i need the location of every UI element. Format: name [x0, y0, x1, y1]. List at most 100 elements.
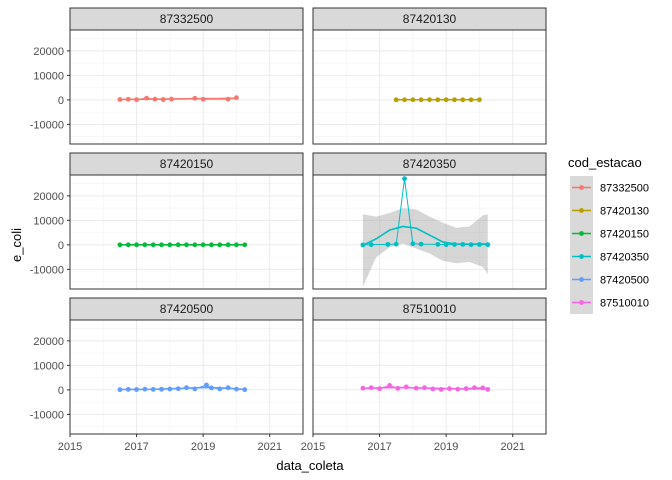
data-point [410, 241, 416, 247]
data-point [413, 385, 419, 391]
data-point [209, 385, 214, 391]
facet-strip-label: 87332500 [160, 12, 214, 26]
data-point [477, 97, 482, 103]
facet-strip-label: 87420150 [160, 157, 214, 171]
data-point [217, 386, 223, 392]
data-point [152, 96, 158, 102]
data-point [452, 97, 457, 103]
legend-label: 87420130 [600, 206, 649, 218]
data-point [463, 386, 469, 392]
data-point [125, 96, 131, 102]
y-tick-label: 20000 [33, 191, 64, 203]
x-axis-title: data_coleta [276, 458, 344, 473]
data-point [377, 386, 382, 392]
facet-panel: 87332500 -10000 0 10000 20000 [30, 7, 304, 145]
y-tick-label: 0 [58, 95, 64, 107]
legend-key-point [579, 300, 584, 305]
data-point [360, 242, 366, 248]
data-point [144, 95, 149, 101]
y-tick-label: 20000 [33, 336, 64, 348]
data-point [159, 386, 164, 392]
data-point [418, 241, 424, 247]
panel-background [70, 30, 303, 144]
data-point [368, 242, 374, 248]
trend-line [362, 386, 488, 390]
panel-border [69, 174, 304, 290]
data-point [387, 383, 392, 388]
legend-title: cod_estacao [568, 155, 642, 170]
legend: cod_estacao 87332500 87420130 87420150 8742… [568, 155, 649, 314]
data-point [430, 386, 436, 392]
confidence-band [362, 208, 488, 287]
data-point [159, 242, 164, 248]
data-point [443, 97, 449, 103]
legend-key-point [579, 185, 584, 190]
data-point [485, 242, 491, 248]
trend-line [362, 225, 488, 247]
y-tick-label: 20000 [33, 46, 64, 58]
data-point [402, 97, 407, 103]
data-point [410, 97, 416, 103]
data-point [402, 176, 407, 182]
data-point [200, 96, 206, 102]
data-point [184, 385, 189, 391]
data-point [460, 241, 466, 247]
data-point [443, 242, 449, 248]
data-point [134, 97, 139, 103]
data-point [360, 385, 366, 391]
data-point [209, 242, 214, 248]
panel-background [70, 320, 303, 434]
legend-entry: 87420500 [570, 268, 649, 291]
facet-strip-label: 87420130 [403, 12, 457, 26]
panel-background [313, 30, 546, 144]
legend-entry: 87510010 [570, 291, 649, 314]
data-point [184, 242, 189, 248]
data-point [418, 97, 424, 103]
legend-label: 87420350 [600, 252, 649, 264]
data-point [125, 242, 131, 248]
panel-background [313, 175, 546, 289]
panel-border [69, 319, 304, 435]
data-point [455, 386, 461, 392]
data-point [435, 241, 441, 247]
data-point [192, 95, 198, 101]
data-point [385, 241, 391, 247]
data-point [204, 382, 209, 388]
legend-entry: 87420130 [570, 199, 649, 222]
legend-label: 87420500 [600, 275, 649, 287]
data-point [142, 386, 148, 392]
panel-border [312, 319, 547, 435]
data-point [175, 386, 181, 392]
legend-label: 87420150 [600, 229, 649, 241]
data-point [395, 386, 401, 391]
legend-key-point [579, 208, 584, 213]
data-point [234, 95, 239, 101]
x-tick-label: 2017 [367, 441, 391, 453]
data-point [393, 97, 399, 103]
data-point [368, 385, 374, 391]
data-point [217, 242, 223, 248]
facet-panel: 87420350 [312, 152, 547, 290]
data-point [117, 387, 123, 393]
y-axis-title: e_coli [9, 228, 24, 262]
data-point [225, 242, 231, 248]
data-point [134, 242, 139, 248]
x-tick-label: 2021 [500, 441, 524, 453]
data-point [192, 242, 198, 248]
legend-entry: 87420150 [570, 222, 649, 245]
y-tick-label: -10000 [30, 119, 64, 131]
data-point [468, 242, 474, 248]
x-tick-label: 2015 [58, 441, 82, 453]
data-point [438, 386, 444, 392]
data-point [225, 96, 231, 102]
y-tick-label: 10000 [33, 215, 64, 227]
legend-key-point [579, 277, 584, 282]
y-tick-label: 0 [58, 385, 64, 397]
data-point [242, 242, 248, 248]
panel-background [313, 320, 546, 434]
data-point [200, 242, 206, 248]
data-point [225, 385, 231, 391]
legend-entry: 87420350 [570, 245, 649, 268]
facet-panel: 87420500 -10000 0 10000 20000 2015 2017 2019 202… [30, 297, 304, 453]
facet-strip-label: 87420500 [160, 302, 214, 316]
